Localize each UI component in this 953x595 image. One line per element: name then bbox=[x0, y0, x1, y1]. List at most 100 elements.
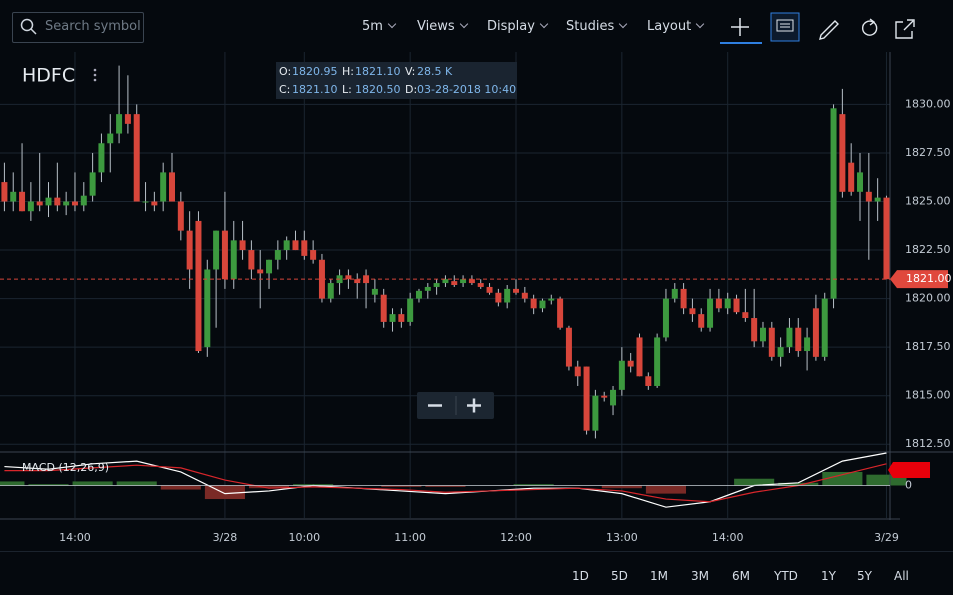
candles bbox=[0, 65, 907, 508]
candle-body bbox=[407, 298, 414, 322]
candle-body bbox=[124, 114, 131, 124]
candle-body bbox=[548, 298, 555, 301]
candle-body bbox=[724, 298, 731, 309]
candle-body bbox=[574, 366, 581, 377]
zoom-in[interactable] bbox=[467, 398, 481, 413]
candle-body bbox=[592, 395, 599, 431]
menu-studies[interactable]: Studies bbox=[566, 19, 626, 34]
candle-body bbox=[98, 143, 105, 173]
range-button[interactable]: YTD bbox=[774, 569, 798, 583]
symbol-menu[interactable] bbox=[93, 68, 97, 82]
readout-value: 1821.10 bbox=[355, 65, 401, 78]
candle-body bbox=[151, 201, 158, 206]
candle-body bbox=[195, 220, 202, 352]
candle-body bbox=[107, 133, 114, 144]
readout-label: L: bbox=[342, 83, 352, 96]
menu-interval[interactable]: 5m bbox=[362, 19, 395, 34]
macd-histogram-bar bbox=[778, 482, 819, 486]
range-button[interactable]: 6M bbox=[732, 569, 750, 583]
candle-body bbox=[698, 314, 705, 328]
readout-value: 1821.10 bbox=[292, 83, 338, 96]
candle-body bbox=[442, 279, 449, 284]
candle-body bbox=[345, 275, 352, 280]
search-box[interactable]: Search symbol bbox=[12, 12, 144, 43]
readout-label: H: bbox=[342, 65, 354, 78]
macd-histogram-bar bbox=[0, 481, 25, 486]
y-tick-label: 1827.50 bbox=[905, 146, 951, 159]
y-tick-label: 1815.00 bbox=[905, 389, 951, 402]
candle-body bbox=[389, 314, 396, 322]
candle-body bbox=[486, 286, 493, 293]
candle-body bbox=[213, 230, 220, 270]
search-icon bbox=[20, 18, 37, 35]
candle-body bbox=[636, 337, 643, 377]
macd-tick-label: 0 bbox=[905, 479, 912, 492]
candle-body bbox=[248, 250, 255, 270]
range-button[interactable]: 1Y bbox=[821, 569, 836, 583]
candle-body bbox=[874, 197, 881, 202]
macd-histogram-bar bbox=[116, 481, 157, 486]
macd-histogram-bar bbox=[248, 485, 290, 489]
range-button[interactable]: All bbox=[894, 569, 909, 583]
macd-macd-line bbox=[4, 452, 887, 508]
y-tick-label: 1825.00 bbox=[905, 195, 951, 208]
candle-body bbox=[230, 240, 237, 280]
range-button[interactable]: 3M bbox=[691, 569, 709, 583]
candle-body bbox=[371, 288, 378, 295]
candle-body bbox=[80, 195, 87, 206]
candle-body bbox=[601, 395, 608, 398]
macd-histogram-bar bbox=[513, 484, 554, 486]
y-tick-label: 1817.50 bbox=[905, 340, 951, 353]
x-tick-label: 14:00 bbox=[59, 531, 91, 544]
candle-body bbox=[689, 308, 696, 315]
menu-views[interactable]: Views bbox=[417, 19, 467, 34]
range-button[interactable]: 1M bbox=[650, 569, 668, 583]
comment-button[interactable] bbox=[770, 12, 800, 42]
candle-body bbox=[204, 269, 211, 348]
toolbar: Search symbol 5m Views Display Studies L… bbox=[0, 0, 953, 52]
range-button[interactable]: 1D bbox=[572, 569, 589, 583]
candle-body bbox=[751, 318, 758, 342]
macd-histogram-bar bbox=[425, 485, 466, 487]
popout-button[interactable] bbox=[895, 19, 915, 39]
macd-histogram-bar bbox=[822, 471, 863, 486]
y-tick-label: 1820.00 bbox=[905, 292, 951, 305]
macd-histogram-bar bbox=[293, 484, 334, 486]
last-price-label: 1821.00 bbox=[906, 272, 952, 285]
macd-title: MACD (12,26,9) bbox=[22, 461, 109, 474]
candle-body bbox=[177, 201, 184, 231]
candle-body bbox=[27, 201, 34, 212]
draw-button[interactable] bbox=[819, 20, 839, 40]
candle-body bbox=[169, 172, 176, 202]
macd-histogram-bar bbox=[72, 481, 113, 486]
range-button[interactable]: 5D bbox=[611, 569, 628, 583]
candle-body bbox=[257, 269, 264, 274]
reset-button[interactable] bbox=[861, 18, 878, 36]
menu-layout[interactable]: Layout bbox=[647, 19, 703, 34]
candle-body bbox=[292, 240, 299, 251]
candle-body bbox=[45, 197, 52, 206]
candle-body bbox=[274, 250, 281, 260]
menu-display[interactable]: Display bbox=[487, 19, 547, 34]
candle-body bbox=[857, 172, 864, 192]
readout-label: O: bbox=[279, 65, 291, 78]
crosshair-button[interactable] bbox=[720, 18, 762, 44]
range-button[interactable]: 5Y bbox=[857, 569, 872, 583]
zoom-control bbox=[417, 392, 494, 419]
candle-body bbox=[715, 298, 722, 309]
chart-bg bbox=[0, 52, 953, 551]
macd-signal-line bbox=[4, 463, 887, 503]
macd-histogram-bar bbox=[645, 485, 687, 494]
candle-body bbox=[19, 191, 26, 212]
candle-body bbox=[398, 314, 405, 322]
ohlc-readout-bg bbox=[276, 62, 517, 99]
readout-value: 1820.95 bbox=[292, 65, 338, 78]
readout-value: 03-28-2018 10:40 bbox=[417, 83, 516, 96]
candle-body bbox=[160, 172, 167, 202]
candle-body bbox=[451, 281, 458, 286]
candle-body bbox=[618, 360, 625, 390]
candle-body bbox=[133, 114, 140, 202]
candle-body bbox=[865, 191, 872, 202]
x-tick-label: 12:00 bbox=[500, 531, 532, 544]
